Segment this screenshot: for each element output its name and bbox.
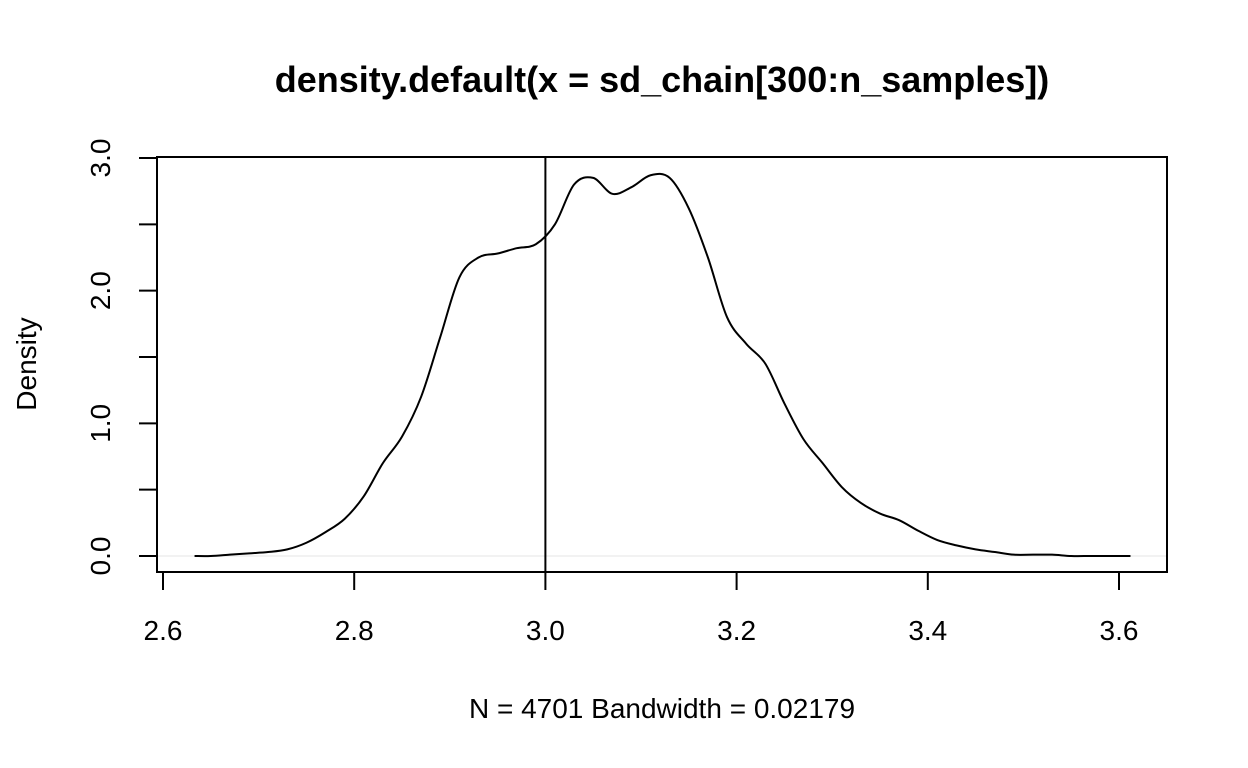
chart-title: density.default(x = sd_chain[300:n_sampl… (275, 59, 1050, 100)
x-tick-label: 3.6 (1100, 615, 1139, 646)
plot-area: 2.6 2.8 3.0 3.2 3.4 3.6 0.0 1.0 2.0 3.0 (85, 139, 1168, 646)
x-tick-label: 3.2 (717, 615, 756, 646)
y-tick-label: 3.0 (85, 139, 116, 178)
y-axis-label: Density (11, 317, 42, 410)
x-tick-label: 3.0 (526, 615, 565, 646)
x-tick-label: 2.6 (144, 615, 183, 646)
x-axis-label: N = 4701 Bandwidth = 0.02179 (469, 693, 855, 724)
y-tick-label: 1.0 (85, 404, 116, 443)
y-tick-label: 2.0 (85, 271, 116, 310)
density-curve (194, 172, 1131, 558)
plot-frame (156, 156, 1168, 573)
x-tick-label: 3.4 (908, 615, 947, 646)
y-tick-label: 0.0 (85, 537, 116, 576)
x-tick-label: 2.8 (335, 615, 374, 646)
